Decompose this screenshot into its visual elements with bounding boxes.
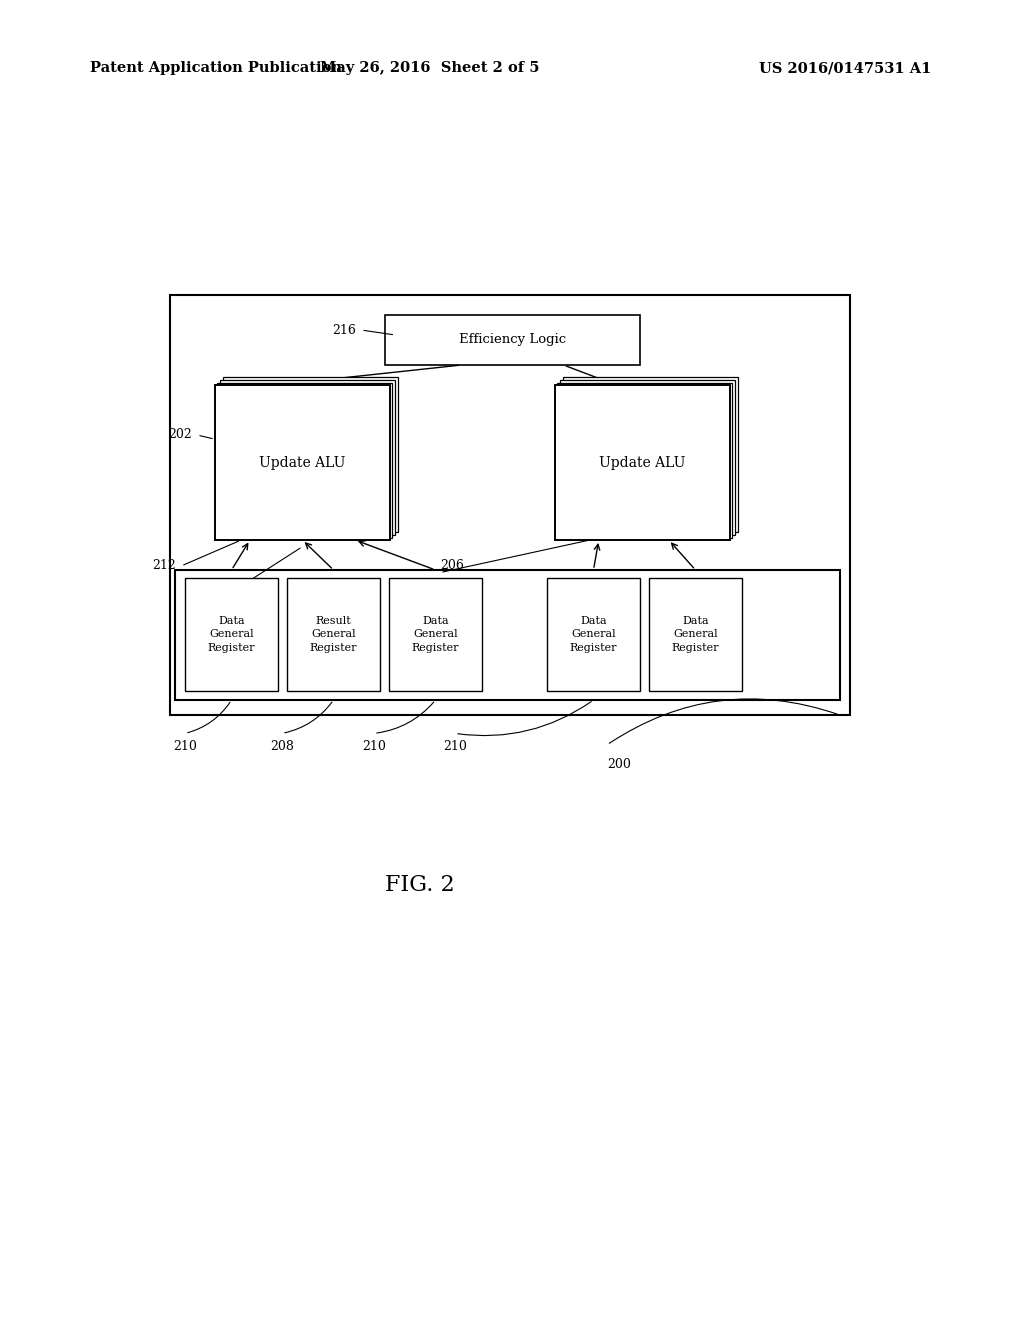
Bar — [215, 385, 390, 540]
Text: May 26, 2016  Sheet 2 of 5: May 26, 2016 Sheet 2 of 5 — [321, 61, 540, 75]
Bar — [170, 294, 850, 715]
Text: 216: 216 — [332, 323, 356, 337]
Bar — [560, 380, 735, 535]
Text: 210: 210 — [443, 741, 467, 752]
Text: US 2016/0147531 A1: US 2016/0147531 A1 — [759, 61, 931, 75]
Text: Data
General
Register: Data General Register — [412, 616, 459, 652]
Bar — [547, 578, 640, 690]
Text: 212: 212 — [153, 560, 176, 573]
Text: 206: 206 — [440, 560, 464, 573]
Text: Data
General
Register: Data General Register — [208, 616, 255, 652]
Text: Patent Application Publication: Patent Application Publication — [90, 61, 342, 75]
Text: 214: 214 — [228, 578, 252, 591]
Text: 210: 210 — [173, 741, 197, 752]
Bar — [223, 378, 398, 532]
Bar — [185, 578, 278, 690]
Bar — [220, 380, 395, 535]
Bar — [563, 378, 738, 532]
Bar — [175, 570, 840, 700]
Bar — [555, 385, 730, 540]
Text: Efficiency Logic: Efficiency Logic — [459, 334, 566, 346]
Bar — [385, 315, 640, 366]
Text: Result
General
Register: Result General Register — [309, 616, 357, 652]
Text: 208: 208 — [270, 741, 294, 752]
Text: 210: 210 — [362, 741, 386, 752]
Text: Update ALU: Update ALU — [599, 455, 686, 470]
Text: Data
General
Register: Data General Register — [569, 616, 617, 652]
Bar — [649, 578, 742, 690]
Text: FIG. 2: FIG. 2 — [385, 874, 455, 896]
Text: Data
General
Register: Data General Register — [672, 616, 719, 652]
Text: 202: 202 — [168, 429, 193, 441]
Bar — [557, 383, 732, 539]
Bar — [287, 578, 380, 690]
Bar — [389, 578, 482, 690]
Text: 200: 200 — [607, 758, 631, 771]
Bar — [217, 383, 392, 539]
Text: Update ALU: Update ALU — [259, 455, 346, 470]
